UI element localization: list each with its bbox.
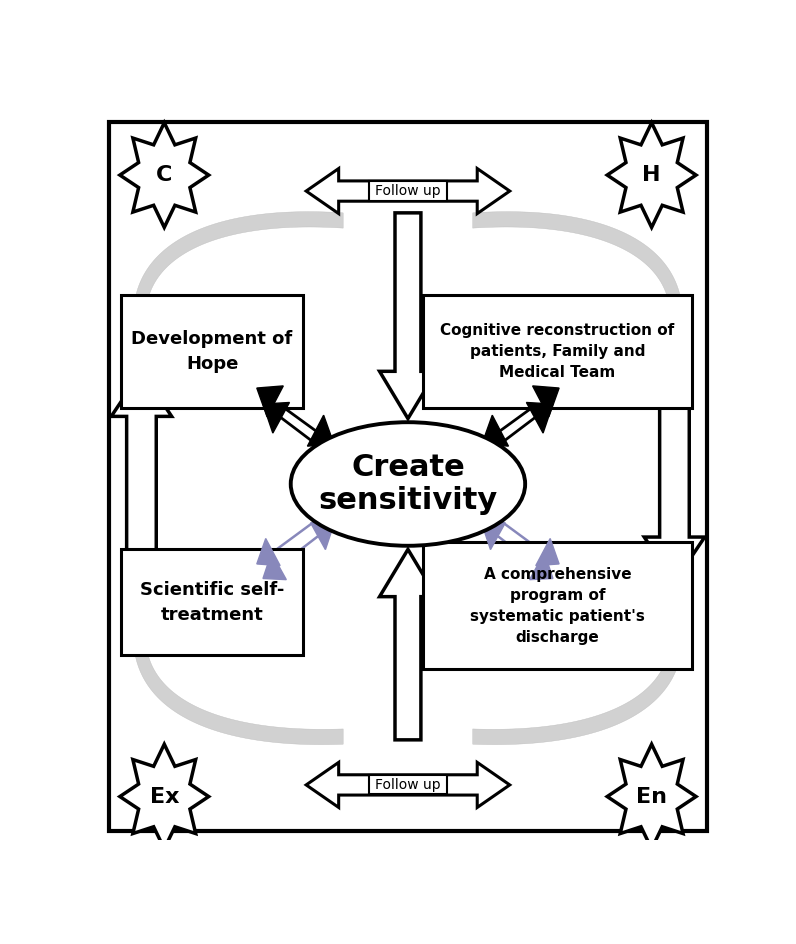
Polygon shape — [134, 211, 343, 317]
Text: Ex: Ex — [150, 786, 179, 806]
Polygon shape — [482, 523, 505, 549]
Polygon shape — [257, 538, 280, 565]
Polygon shape — [263, 553, 287, 580]
Polygon shape — [536, 538, 559, 565]
Text: H: H — [642, 165, 661, 185]
Ellipse shape — [291, 422, 525, 546]
Polygon shape — [607, 744, 696, 849]
Polygon shape — [473, 211, 682, 317]
Polygon shape — [310, 431, 337, 462]
Polygon shape — [306, 169, 509, 213]
Polygon shape — [479, 431, 505, 462]
FancyBboxPatch shape — [423, 295, 692, 408]
FancyBboxPatch shape — [369, 181, 447, 201]
Polygon shape — [526, 402, 553, 433]
FancyBboxPatch shape — [121, 295, 303, 408]
Polygon shape — [120, 744, 209, 849]
Text: Scientific self-
treatment: Scientific self- treatment — [140, 581, 284, 624]
Polygon shape — [257, 386, 283, 417]
Polygon shape — [644, 390, 704, 582]
Polygon shape — [533, 386, 559, 417]
Polygon shape — [473, 636, 682, 745]
Polygon shape — [111, 371, 172, 564]
Polygon shape — [134, 636, 343, 745]
Text: Follow up: Follow up — [375, 184, 441, 198]
Polygon shape — [380, 549, 436, 740]
Polygon shape — [307, 508, 331, 535]
Text: Create
sensitivity: Create sensitivity — [318, 453, 498, 515]
FancyBboxPatch shape — [369, 775, 447, 795]
FancyBboxPatch shape — [109, 122, 707, 832]
Polygon shape — [307, 415, 334, 447]
Text: Development of
Hope: Development of Hope — [131, 329, 293, 373]
Text: A comprehensive
program of
systematic patient's
discharge: A comprehensive program of systematic pa… — [470, 566, 645, 645]
Text: C: C — [156, 165, 173, 185]
Text: En: En — [636, 786, 667, 806]
Polygon shape — [485, 508, 509, 535]
FancyBboxPatch shape — [423, 542, 692, 669]
FancyBboxPatch shape — [121, 549, 303, 655]
Polygon shape — [120, 123, 209, 228]
Polygon shape — [310, 523, 334, 549]
Polygon shape — [380, 212, 436, 418]
Polygon shape — [529, 553, 553, 580]
Text: Cognitive reconstruction of
patients, Family and
Medical Team: Cognitive reconstruction of patients, Fa… — [440, 323, 675, 379]
Polygon shape — [263, 402, 290, 433]
Text: Follow up: Follow up — [375, 778, 441, 792]
Polygon shape — [607, 123, 696, 228]
Polygon shape — [306, 763, 509, 807]
Polygon shape — [482, 415, 509, 447]
